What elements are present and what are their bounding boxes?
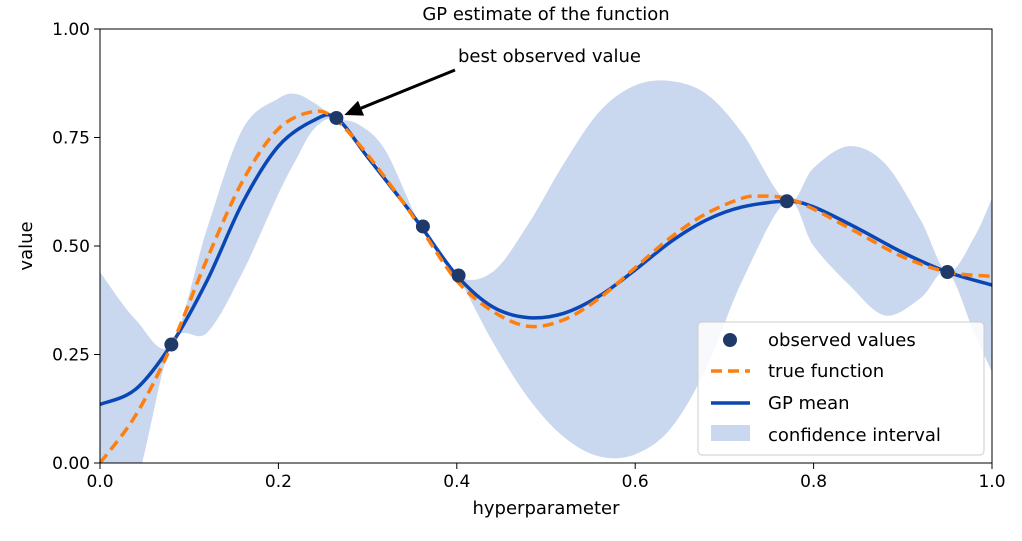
annotation-arrow-head [344,100,365,116]
observed-point [451,268,466,283]
legend-confidence-interval-patch [711,425,750,441]
observed-point [415,219,430,234]
y-tick-label: 0.25 [52,346,90,366]
observed-point [779,194,794,209]
y-axis-label: value [16,221,37,270]
x-axis-ticks: 0.0 0.2 0.4 0.6 0.8 1.0 [86,463,1006,492]
chart-title: GP estimate of the function [422,4,669,25]
best-value-annotation: best observed value [344,46,641,116]
x-tick-label: 1.0 [978,472,1005,492]
series-lines-layer [100,109,992,463]
x-tick-label: 0.8 [800,472,827,492]
x-tick-label: 0.4 [443,472,470,492]
x-axis-label: hyperparameter [473,498,621,519]
annotation-arrow [360,68,456,110]
x-tick-label: 0.6 [622,472,649,492]
confidence-band-layer [100,80,992,463]
observed-point [164,337,179,352]
y-tick-label: 1.00 [52,20,90,40]
confidence-band [100,80,992,463]
legend: observed values true function GP mean co… [697,321,985,456]
x-tick-label: 0.0 [86,472,113,492]
observed-point [940,265,955,280]
y-tick-label: 0.75 [52,129,90,149]
legend-true-function-label: true function [768,361,884,382]
annotation-text: best observed value [458,46,641,67]
observed-point [329,110,344,125]
x-tick-label: 0.2 [265,472,292,492]
y-tick-label: 0.50 [52,237,90,257]
y-axis-ticks: 0.00 0.25 0.50 0.75 1.00 [52,20,100,474]
legend-observed-marker [723,333,737,347]
y-tick-label: 0.00 [52,454,90,474]
legend-gp-mean-label: GP mean [768,393,850,414]
observed-points-layer [164,110,955,352]
legend-observed-label: observed values [768,330,916,351]
legend-box [697,321,985,456]
legend-confidence-interval-label: confidence interval [768,425,941,446]
